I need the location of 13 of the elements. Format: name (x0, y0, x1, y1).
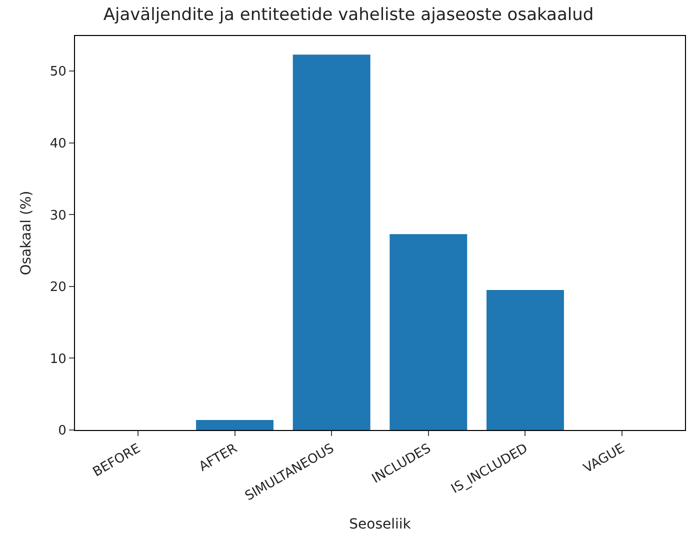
y-tick-label: 10 (50, 352, 66, 367)
x-axis-title: Seoseliik (349, 516, 412, 533)
bar (292, 54, 370, 430)
y-tick-label: 0 (58, 424, 66, 439)
y-tick-label: 40 (50, 136, 66, 152)
y-tick-label: 50 (50, 64, 66, 80)
bar (486, 290, 564, 430)
y-tick-label: 20 (50, 280, 66, 296)
y-tick-label: 30 (50, 208, 66, 224)
chart-title: Ajaväljendite ja entiteetide vaheliste ajaseoste osakaalud (103, 5, 594, 26)
bar (390, 234, 468, 430)
bar (196, 420, 274, 430)
y-axis-title: Osakaal (%) (18, 190, 34, 276)
